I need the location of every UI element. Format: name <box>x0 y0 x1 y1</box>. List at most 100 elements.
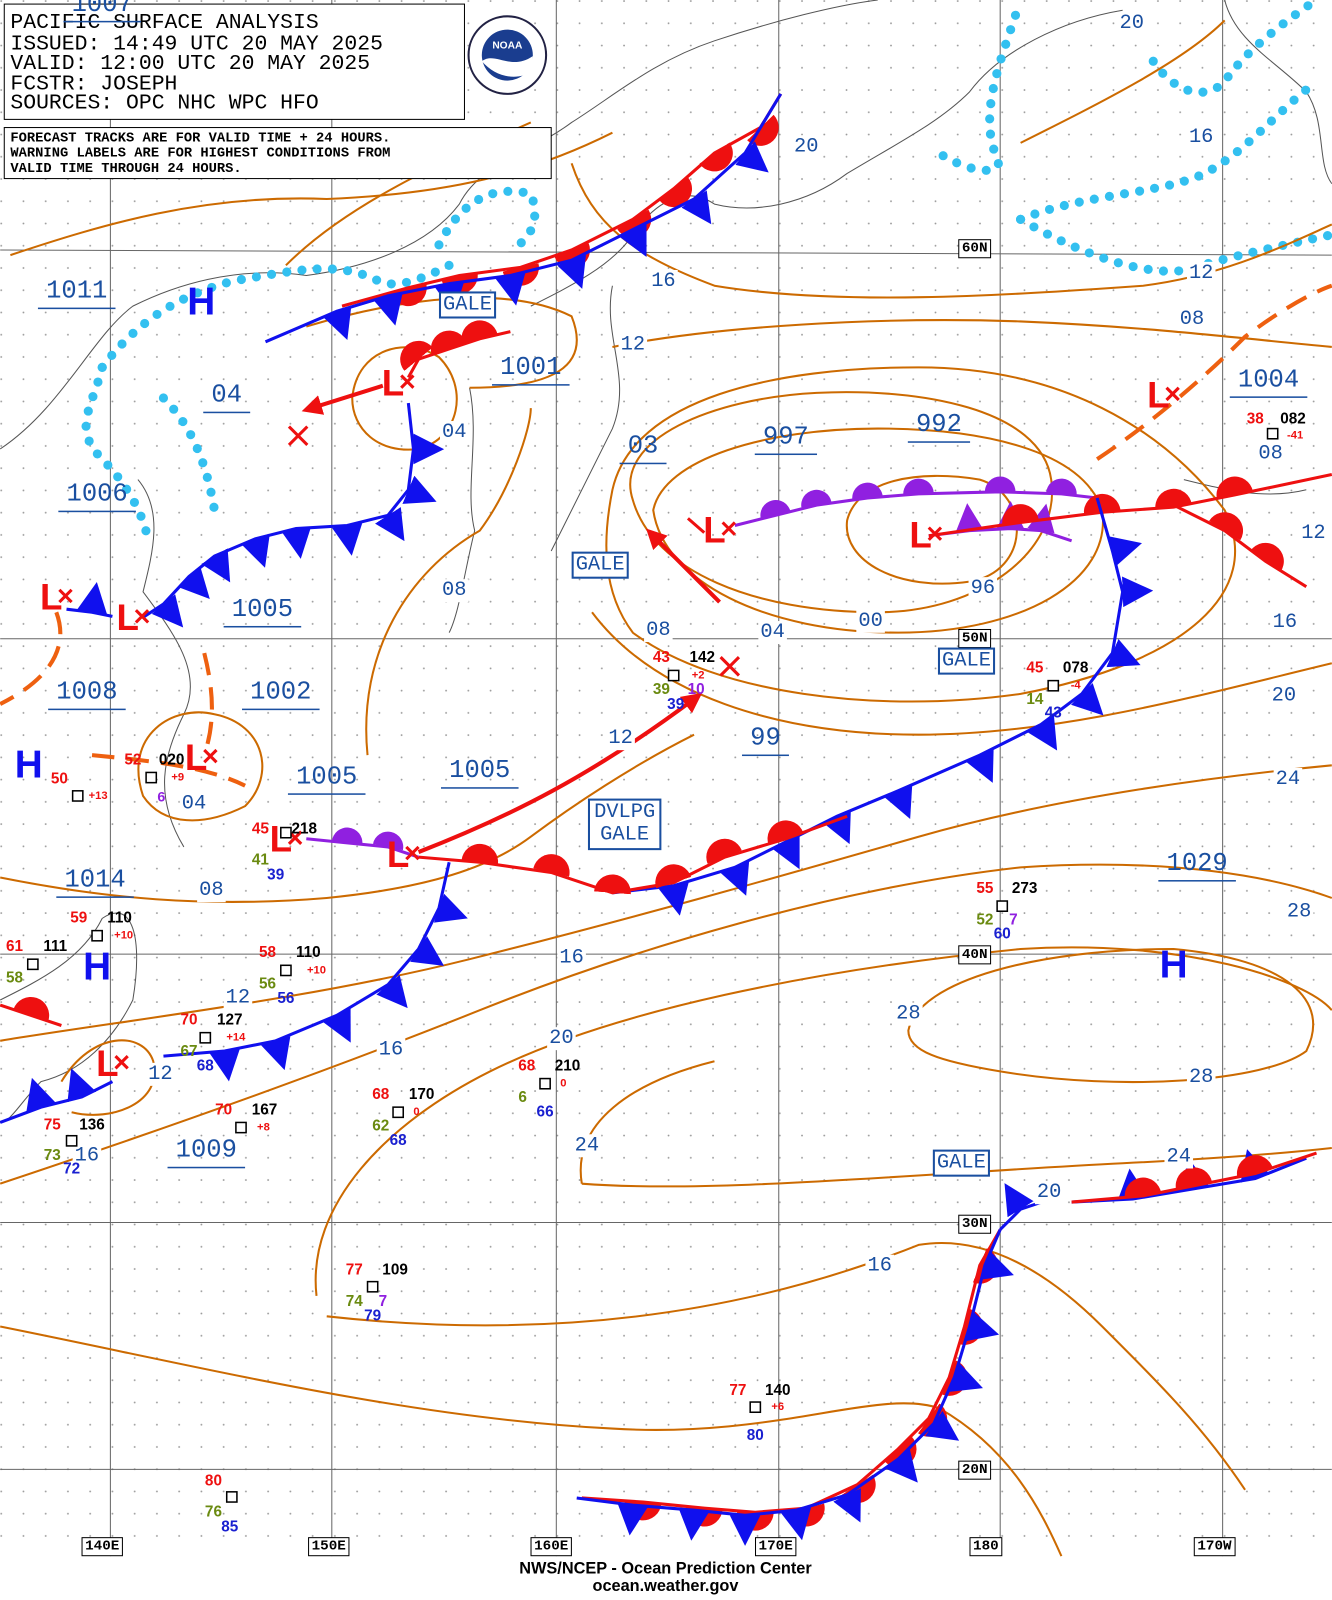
isobar-label-bg <box>1269 684 1299 708</box>
isobar-label-bg <box>1299 522 1328 546</box>
note-line: VALID TIME THROUGH 24 HOURS. <box>10 162 241 177</box>
logo-text: NOAA <box>492 41 523 52</box>
station-value: 110 <box>107 909 132 926</box>
station-symbol <box>145 771 158 784</box>
isobar-label: 28 <box>896 1003 920 1026</box>
isobar-label: 12 <box>1301 522 1325 545</box>
isobar-label: 16 <box>1189 126 1213 149</box>
isobar-label: 24 <box>575 1134 599 1157</box>
low-cross <box>134 609 150 624</box>
station-value: 52 <box>124 751 141 768</box>
station-value: 62 <box>372 1118 389 1135</box>
footer-line: NWS/NCEP - Ocean Prediction Center <box>519 1560 812 1578</box>
fronts <box>0 93 1332 1546</box>
station-symbol <box>199 1031 212 1044</box>
low-center: L <box>703 509 725 550</box>
isobar-label: 12 <box>608 727 632 750</box>
isobar-label: 24 <box>1167 1146 1191 1169</box>
station-value: 109 <box>382 1261 408 1278</box>
low-center: L <box>382 362 404 403</box>
isobar-label-bg <box>856 609 885 633</box>
pressure-value: 1001 <box>500 353 561 382</box>
isobar-label: 20 <box>1037 1181 1061 1204</box>
latitude-label: 50N <box>962 631 988 647</box>
isobar-label: 28 <box>1287 901 1311 924</box>
station-value: 61 <box>6 938 24 955</box>
longitude-label: 150E <box>312 1539 346 1555</box>
pressure-value: 997 <box>763 422 809 451</box>
station-value: 79 <box>364 1307 381 1324</box>
station-value: 170 <box>409 1086 435 1103</box>
pressure-underline <box>492 384 570 386</box>
isobar-label-bg <box>1117 11 1147 35</box>
low-center: L <box>270 819 292 860</box>
pressure-value: 1029 <box>1167 849 1228 878</box>
isobar-label-bg <box>618 333 648 357</box>
pressure-value: 1007 <box>72 0 133 19</box>
isobar-label-bg <box>792 135 821 159</box>
header-line: ISSUED: 14:49 UTC 20 MAY 2025 <box>10 33 383 57</box>
isobar-label-bg <box>1256 442 1285 466</box>
isobar-label: 96 <box>971 577 995 600</box>
station-value: 110 <box>296 944 321 961</box>
warning-label: GALE <box>443 293 492 316</box>
station-value: -4 <box>1071 680 1082 692</box>
isobar-label-bg <box>223 986 253 1010</box>
station-value: 39 <box>653 681 670 698</box>
isobar-label: 12 <box>148 1063 172 1086</box>
high-center: H <box>187 280 215 323</box>
isobar-label: 00 <box>858 610 882 633</box>
pressure-value: 1004 <box>1238 365 1299 394</box>
station-symbol <box>392 1106 405 1119</box>
isobar-label-bg <box>439 579 469 603</box>
pressure-underline <box>742 754 789 757</box>
station-value: +2 <box>692 669 705 681</box>
station-value: 80 <box>747 1427 764 1444</box>
station-value: 7 <box>1009 911 1018 928</box>
isobar-label-bg <box>758 621 787 645</box>
pressure-underline <box>167 1166 246 1169</box>
latitude-label-box <box>958 628 992 649</box>
isobar-label-bg <box>376 1038 406 1062</box>
low-cross <box>405 845 420 861</box>
isobar-label: 08 <box>199 879 223 902</box>
latitude-label-box <box>958 1460 992 1480</box>
pressure-value: 1011 <box>46 277 107 306</box>
isobar-label-bg <box>197 879 226 903</box>
isobar-label: 16 <box>559 947 583 970</box>
pressure-underline <box>223 625 302 628</box>
pressure-underline <box>63 20 141 23</box>
pressure-value: 1002 <box>250 678 311 707</box>
station-value: 77 <box>346 1261 363 1278</box>
station-value: 142 <box>689 649 715 666</box>
station-value: 70 <box>215 1101 232 1118</box>
isobar-label: 04 <box>760 621 784 644</box>
station-symbol <box>366 1280 379 1293</box>
station-value: 10 <box>688 681 705 698</box>
isobar-label-bg <box>1177 307 1207 331</box>
pressure-underline <box>48 708 126 711</box>
station-value: +8 <box>257 1122 270 1134</box>
station-value: +10 <box>307 964 326 976</box>
station-symbol <box>749 1401 762 1414</box>
longitude-label-box <box>530 1537 572 1557</box>
pressure-underline <box>1158 880 1236 882</box>
station-value: +9 <box>171 772 184 784</box>
station-symbol <box>71 790 84 802</box>
pressure-value: 1006 <box>67 480 128 509</box>
isobar-label-bg <box>1186 1065 1216 1089</box>
isobar-label: 16 <box>379 1038 403 1061</box>
isobar-label: 24 <box>1276 768 1300 791</box>
isobar-label-bg <box>1284 900 1314 924</box>
station-value: 55 <box>976 880 994 897</box>
longitude-label-box <box>1193 1537 1236 1557</box>
pressure-value: 04 <box>211 381 242 410</box>
station-value: 67 <box>180 1043 197 1060</box>
pressure-underline <box>441 787 519 789</box>
station-value: 43 <box>653 649 670 666</box>
pressure-underline <box>1229 396 1308 398</box>
isobar-label: 08 <box>1258 442 1282 465</box>
isobar-label-bg <box>1186 261 1216 285</box>
low-center: L <box>1147 375 1169 416</box>
